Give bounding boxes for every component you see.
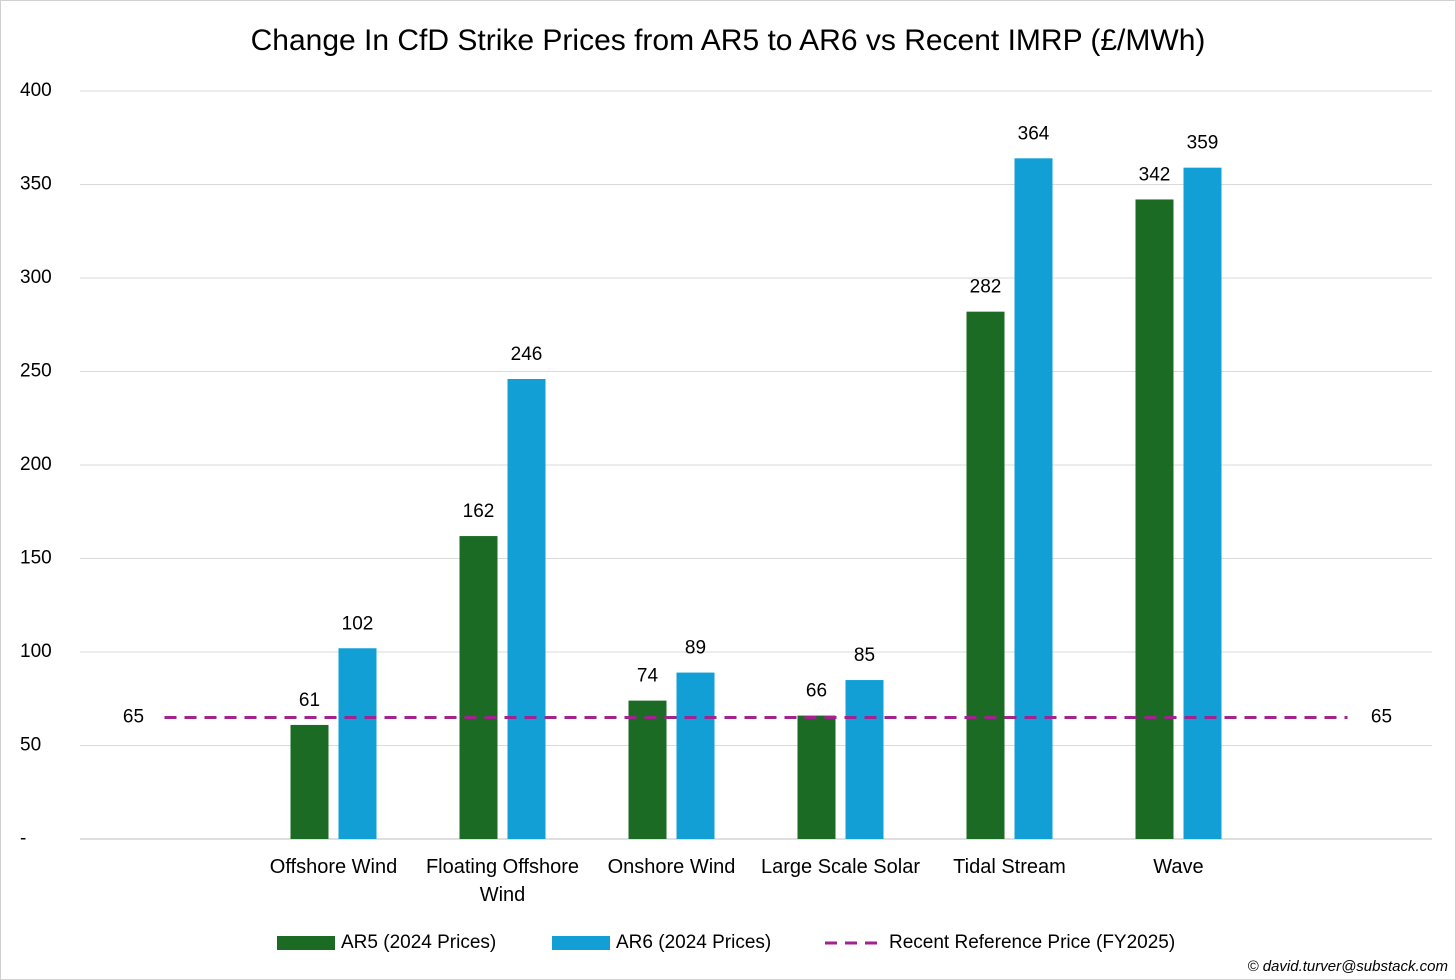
y-tick-label: -	[20, 828, 26, 849]
data-label: 102	[342, 613, 374, 634]
data-label: 364	[1018, 123, 1050, 144]
bar	[1135, 199, 1174, 839]
x-tick-label: Floating Offshore Wind	[425, 856, 580, 906]
bar	[459, 536, 498, 839]
y-tick-label: 250	[20, 361, 52, 382]
bar	[966, 311, 1005, 839]
bar	[338, 648, 377, 839]
bar	[628, 700, 667, 839]
bar	[845, 680, 884, 839]
chart-title: Change In CfD Strike Prices from AR5 to …	[251, 24, 1206, 57]
bar	[797, 715, 836, 839]
data-label: 65	[1371, 706, 1392, 727]
data-label: 342	[1139, 164, 1171, 185]
legend-label: Recent Reference Price (FY2025)	[889, 932, 1175, 953]
legend-swatch	[552, 936, 610, 950]
y-tick-label: 100	[20, 641, 52, 662]
footer: © david.turver@substack.com	[1247, 958, 1448, 975]
x-tick-label: Offshore Wind	[269, 856, 398, 878]
y-tick-label: 350	[20, 174, 52, 195]
data-label: 162	[463, 501, 495, 522]
data-label: 359	[1187, 133, 1219, 154]
x-tick-label: Onshore Wind	[607, 856, 736, 878]
data-label: 61	[299, 690, 320, 711]
x-tick-label: Wave	[1153, 856, 1204, 878]
data-label: 89	[685, 638, 706, 659]
bar	[676, 672, 715, 839]
data-label: 282	[970, 277, 1002, 298]
bar	[1014, 158, 1053, 839]
y-tick-label: 50	[20, 735, 41, 756]
data-label: 65	[123, 706, 144, 727]
legend-swatch	[277, 936, 335, 950]
data-label: 246	[511, 344, 543, 365]
y-tick-label: 200	[20, 454, 52, 475]
y-tick-label: 150	[20, 548, 52, 569]
bar	[1183, 167, 1222, 840]
bar	[290, 724, 329, 839]
data-label: 66	[806, 681, 827, 702]
bar	[507, 378, 546, 839]
data-label: 74	[637, 666, 659, 687]
y-tick-label: 400	[20, 80, 52, 101]
data-label: 85	[854, 645, 875, 666]
legend-label: AR5 (2024 Prices)	[341, 932, 496, 953]
y-tick-label: 300	[20, 267, 52, 288]
x-tick-label: Tidal Stream	[953, 856, 1066, 878]
x-tick-label: Large Scale Solar	[761, 856, 920, 878]
legend-label: AR6 (2024 Prices)	[616, 932, 771, 953]
